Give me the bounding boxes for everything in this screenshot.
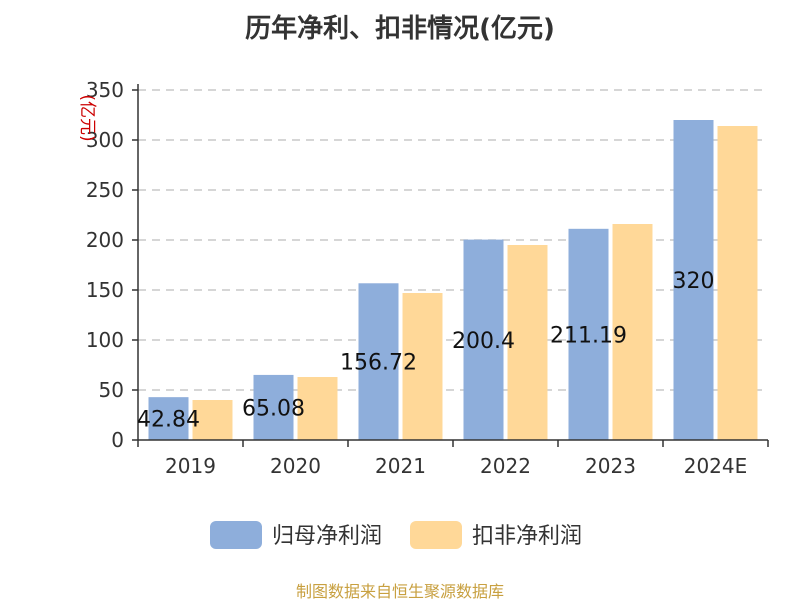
y-tick-label: 250 bbox=[86, 178, 124, 202]
bar-net-profit bbox=[358, 283, 399, 440]
y-axis-label: (亿元) bbox=[77, 94, 97, 141]
grid-lines bbox=[138, 89, 768, 391]
x-tick-label: 2020 bbox=[270, 454, 321, 478]
bar-deducted-profit bbox=[192, 400, 233, 440]
data-label-net-profit: 211.19 bbox=[550, 323, 627, 348]
bar-net-profit bbox=[253, 374, 294, 440]
legend-swatch-deducted-profit bbox=[410, 521, 462, 549]
x-tick-label: 2023 bbox=[585, 454, 636, 478]
data-label-net-profit: 200.4 bbox=[452, 329, 515, 354]
data-label-net-profit: 42.84 bbox=[137, 408, 200, 433]
legend-label-deducted-profit: 扣非净利润 bbox=[472, 524, 582, 549]
bar-deducted-profit bbox=[717, 126, 758, 440]
data-label-net-profit: 65.08 bbox=[242, 396, 305, 421]
data-label-net-profit: 320 bbox=[673, 269, 715, 294]
chart-title: 历年净利、扣非情况(亿元) bbox=[245, 14, 555, 44]
bar-net-profit bbox=[148, 397, 189, 440]
x-tick-label: 2021 bbox=[375, 454, 426, 478]
bar-deducted-profit bbox=[612, 224, 653, 440]
y-tick-label: 0 bbox=[111, 428, 124, 452]
y-tick-label: 50 bbox=[99, 378, 124, 402]
y-tick-label: 100 bbox=[86, 328, 124, 352]
y-tick-label: 150 bbox=[86, 278, 124, 302]
y-tick-label: 350 bbox=[86, 78, 124, 102]
data-label-net-profit: 156.72 bbox=[340, 351, 417, 376]
bars bbox=[148, 120, 758, 440]
x-tick-label: 2024E bbox=[684, 454, 748, 478]
bar-deducted-profit bbox=[402, 293, 443, 440]
bar-deducted-profit bbox=[507, 245, 548, 440]
legend-label-net-profit: 归母净利润 bbox=[272, 524, 382, 549]
data-labels: 42.84 65.08 156.72 200.4 211.19 320 bbox=[137, 269, 714, 433]
legend: 归母净利润 扣非净利润 bbox=[210, 521, 582, 549]
x-tick-label: 2019 bbox=[165, 454, 216, 478]
x-tick-label: 2022 bbox=[480, 454, 531, 478]
bar-net-profit bbox=[568, 228, 609, 440]
source-note: 制图数据来自恒生聚源数据库 bbox=[295, 582, 504, 601]
bar-net-profit bbox=[673, 120, 714, 440]
legend-swatch-net-profit bbox=[210, 521, 262, 549]
bar-deducted-profit bbox=[297, 377, 338, 440]
axes: 0 50 100 150 200 250 300 350 2019 2020 2021 2022 202… bbox=[86, 78, 769, 478]
y-tick-label: 300 bbox=[86, 128, 124, 152]
bar-net-profit bbox=[463, 239, 504, 440]
y-tick-label: 200 bbox=[86, 228, 124, 252]
